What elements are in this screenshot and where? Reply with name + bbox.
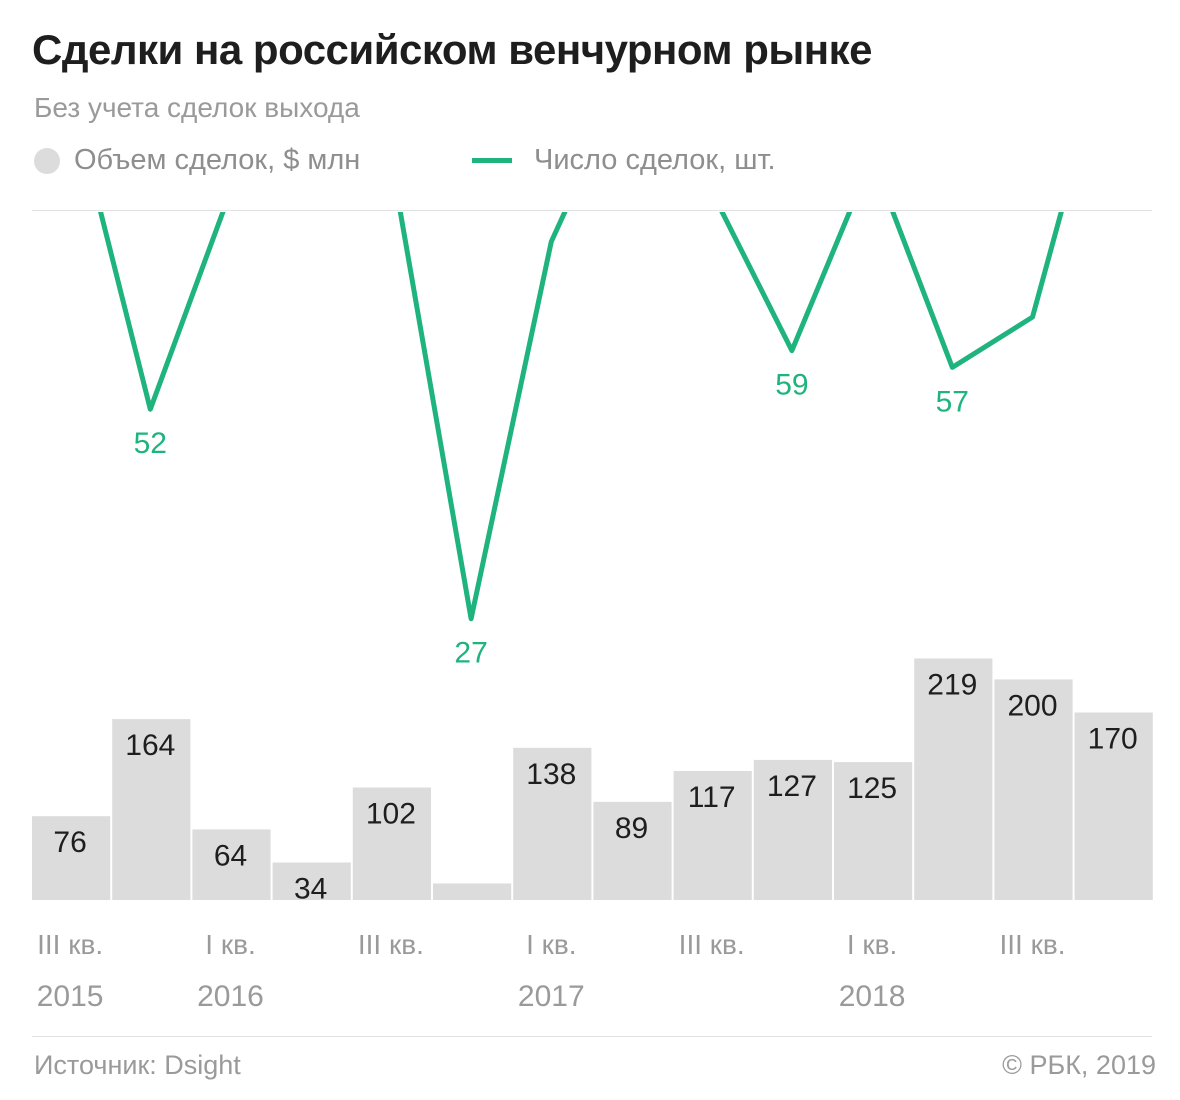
bars-layer: 76 164 64 34 102 138 89 117 127 125 219 200 170 (32, 658, 1153, 905)
bar-0 (32, 816, 111, 900)
legend-label-line: Число сделок, шт. (534, 144, 776, 176)
x-tick-quarter-0: III кв. (37, 929, 103, 960)
bar-label-6: 138 (526, 758, 576, 791)
line-label-1: 52 (134, 427, 167, 460)
bar-label-7: 89 (615, 812, 648, 845)
bar-1 (112, 719, 191, 900)
x-tick-year-1: 2016 (197, 980, 264, 1013)
bar-label-8: 117 (688, 781, 736, 814)
bar-11 (914, 658, 993, 900)
line-series (98, 212, 1064, 622)
chart-subtitle: Без учета сделок выхода (34, 92, 360, 123)
x-tick-quarter-2: III кв. (358, 929, 424, 960)
bar-label-12: 200 (1007, 689, 1057, 722)
combo-chart: 76 164 64 34 102 138 89 117 127 125 219 200 170 9052… (32, 212, 1153, 1013)
bar-label-2: 64 (214, 839, 247, 872)
bar-2 (192, 829, 271, 900)
x-tick-year-5: 2018 (839, 980, 906, 1013)
bar-4 (352, 787, 431, 900)
bar-6 (513, 747, 592, 900)
bar-5 (433, 883, 512, 900)
bar-8 (673, 770, 752, 900)
x-tick-year-0: 2015 (37, 980, 104, 1013)
bar-9 (753, 759, 832, 900)
x-tick-quarter-3: I кв. (526, 929, 576, 960)
bar-label-1: 164 (125, 729, 175, 762)
x-tick-quarter-6: III кв. (999, 929, 1065, 960)
top-divider (32, 210, 1152, 211)
x-tick-year-3: 2017 (518, 980, 585, 1013)
bar-label-3: 34 (294, 872, 327, 905)
copyright-note: © РБК, 2019 (1002, 1050, 1156, 1080)
bar-7 (593, 801, 672, 900)
legend-item-bars: Объем сделок, $ млн (34, 144, 360, 177)
bottom-divider (32, 1036, 1152, 1037)
x-tick-quarter-1: I кв. (205, 929, 255, 960)
line-swatch-icon (472, 158, 512, 163)
bar-label-10: 125 (847, 772, 897, 805)
circle-icon (34, 147, 60, 174)
bar-label-13: 170 (1088, 722, 1138, 755)
line-label-11: 57 (936, 385, 969, 418)
x-tick-quarter-4: III кв. (679, 929, 745, 960)
source-note: Источник: Dsight (34, 1050, 241, 1080)
bar-12 (994, 679, 1073, 900)
bar-label-4: 102 (366, 797, 416, 830)
line-label-5: 27 (454, 637, 487, 670)
line-label-9: 59 (775, 369, 808, 402)
bar-10 (834, 762, 913, 900)
x-axis: III кв. 2015 I кв. 2016 III кв. I кв. 2017 III … (37, 929, 1066, 1013)
chart-title: Сделки на российском венчурном рынке (32, 26, 873, 73)
bar-label-11: 219 (927, 668, 977, 701)
x-tick-quarter-5: I кв. (847, 929, 897, 960)
legend-label-bars: Объем сделок, $ млн (74, 144, 361, 176)
bar-label-9: 127 (767, 770, 817, 803)
bar-13 (1074, 712, 1153, 900)
bar-label-0: 76 (53, 826, 86, 859)
legend-item-line: Число сделок, шт. (472, 144, 776, 177)
line-layer: 905284279359825798 (98, 212, 1064, 670)
bar-3 (272, 862, 351, 900)
